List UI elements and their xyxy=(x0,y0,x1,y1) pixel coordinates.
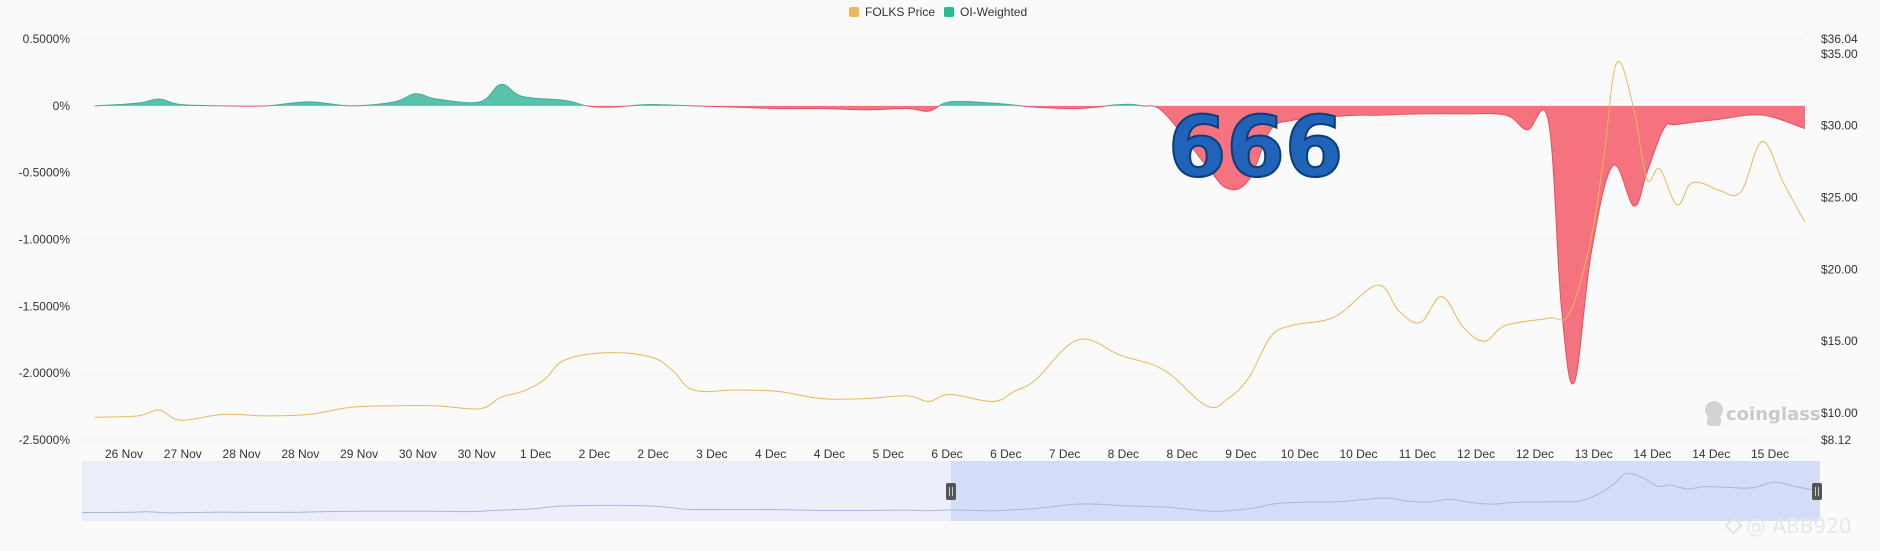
left-axis-tick-label: 0% xyxy=(53,99,71,113)
x-axis-tick-label: 9 Dec xyxy=(1225,447,1256,461)
left-axis: 0.5000% 0% -0.5000% -1.0000% -1.5000% -2.0000… xyxy=(19,32,71,447)
navigator-handle-left[interactable] xyxy=(946,483,956,500)
folks-price-line xyxy=(94,60,1806,421)
x-axis-tick-label: 29 Nov xyxy=(340,447,378,461)
legend-item-oi-weighted[interactable]: OI-Weighted xyxy=(944,5,1027,19)
x-axis-tick-label: 27 Nov xyxy=(164,447,202,461)
x-axis-tick-label: 5 Dec xyxy=(873,447,904,461)
left-axis-tick-label: -0.5000% xyxy=(19,166,71,180)
right-axis-tick-label: $10.00 xyxy=(1821,406,1858,420)
diamond-logo-icon xyxy=(1724,516,1743,535)
x-axis-tick-label: 2 Dec xyxy=(637,447,668,461)
left-axis-tick-label: -1.5000% xyxy=(19,299,71,313)
legend-label-oi-weighted: OI-Weighted xyxy=(960,5,1027,19)
coinglass-watermark-text: coinglass xyxy=(1726,404,1821,425)
x-axis-tick-label: 8 Dec xyxy=(1166,447,1197,461)
plot-area xyxy=(94,60,1806,421)
x-axis-tick-label: 10 Dec xyxy=(1339,447,1377,461)
left-axis-tick-label: -2.0000% xyxy=(19,366,71,380)
x-axis-tick-label: 13 Dec xyxy=(1575,447,1613,461)
range-navigator[interactable] xyxy=(81,461,1822,521)
legend-item-folks-price[interactable]: FOLKS Price xyxy=(849,5,935,19)
right-axis-tick-label: $8.12 xyxy=(1821,433,1851,447)
x-axis-tick-label: 8 Dec xyxy=(1108,447,1139,461)
left-axis-tick-label: 0.5000% xyxy=(23,32,71,46)
x-axis-tick-label: 12 Dec xyxy=(1457,447,1495,461)
legend-swatch-oi-weighted xyxy=(944,7,954,17)
navigator-handle-right[interactable] xyxy=(1812,483,1822,500)
x-axis-tick-label: 7 Dec xyxy=(1049,447,1080,461)
x-axis-tick-label: 3 Dec xyxy=(696,447,727,461)
right-axis-tick-label: $30.00 xyxy=(1821,119,1858,133)
legend: FOLKS Price OI-Weighted xyxy=(849,5,1027,19)
coinglass-logo-icon xyxy=(1705,401,1723,426)
x-axis-tick-label: 12 Dec xyxy=(1516,447,1554,461)
legend-swatch-folks-price xyxy=(849,7,859,17)
oi-weighted-area-positive xyxy=(95,84,1805,106)
navigator-series-line xyxy=(81,472,1819,514)
right-axis-tick-label: $36.04 xyxy=(1821,32,1858,46)
x-axis-tick-label: 4 Dec xyxy=(814,447,845,461)
navigator-selection[interactable] xyxy=(951,461,1820,521)
x-axis-tick-label: 15 Dec xyxy=(1751,447,1789,461)
x-axis-tick-label: 30 Nov xyxy=(399,447,437,461)
x-axis-tick-label: 30 Nov xyxy=(458,447,496,461)
x-axis-tick-label: 10 Dec xyxy=(1281,447,1319,461)
right-axis-tick-label: $20.00 xyxy=(1821,262,1858,276)
left-axis-tick-label: -2.5000% xyxy=(19,433,71,447)
left-axis-tick-label: -1.0000% xyxy=(19,233,71,247)
x-axis-tick-label: 6 Dec xyxy=(990,447,1021,461)
right-axis-tick-label: $35.00 xyxy=(1821,47,1858,61)
x-axis-tick-label: 6 Dec xyxy=(931,447,962,461)
right-axis: $36.04$35.00 $30.00 $25.00 $20.00 $15.00 $10.… xyxy=(1821,32,1858,447)
right-axis-tick-label: $15.00 xyxy=(1821,334,1858,348)
x-axis-tick-label: 4 Dec xyxy=(755,447,786,461)
x-axis-tick-label: 14 Dec xyxy=(1692,447,1730,461)
x-axis: 26 Nov 27 Nov 28 Nov 28 Nov 29 Nov 30 Nov 30 N… xyxy=(105,447,1789,461)
x-axis-tick-label: 2 Dec xyxy=(579,447,610,461)
oi-weighted-line-negative xyxy=(95,106,1806,385)
x-axis-tick-label: 26 Nov xyxy=(105,447,143,461)
overlay-sticker-text: 666 xyxy=(1168,98,1343,196)
handle-watermark: @ ABB920 xyxy=(1724,514,1852,538)
x-axis-tick-label: 11 Dec xyxy=(1399,447,1436,461)
oi-weighted-line-positive xyxy=(94,83,1156,106)
x-axis-tick-label: 28 Nov xyxy=(281,447,319,461)
x-axis-tick-label: 1 Dec xyxy=(520,447,551,461)
x-axis-tick-label: 28 Nov xyxy=(223,447,261,461)
right-axis-tick-label: $25.00 xyxy=(1821,191,1858,205)
handle-watermark-text: @ ABB920 xyxy=(1746,514,1852,538)
legend-label-folks-price: FOLKS Price xyxy=(865,5,935,19)
grid xyxy=(80,38,1805,441)
coinglass-watermark: coinglass xyxy=(1705,401,1821,426)
oi-weighted-area-negative xyxy=(232,106,1805,384)
x-axis-tick-label: 14 Dec xyxy=(1633,447,1671,461)
